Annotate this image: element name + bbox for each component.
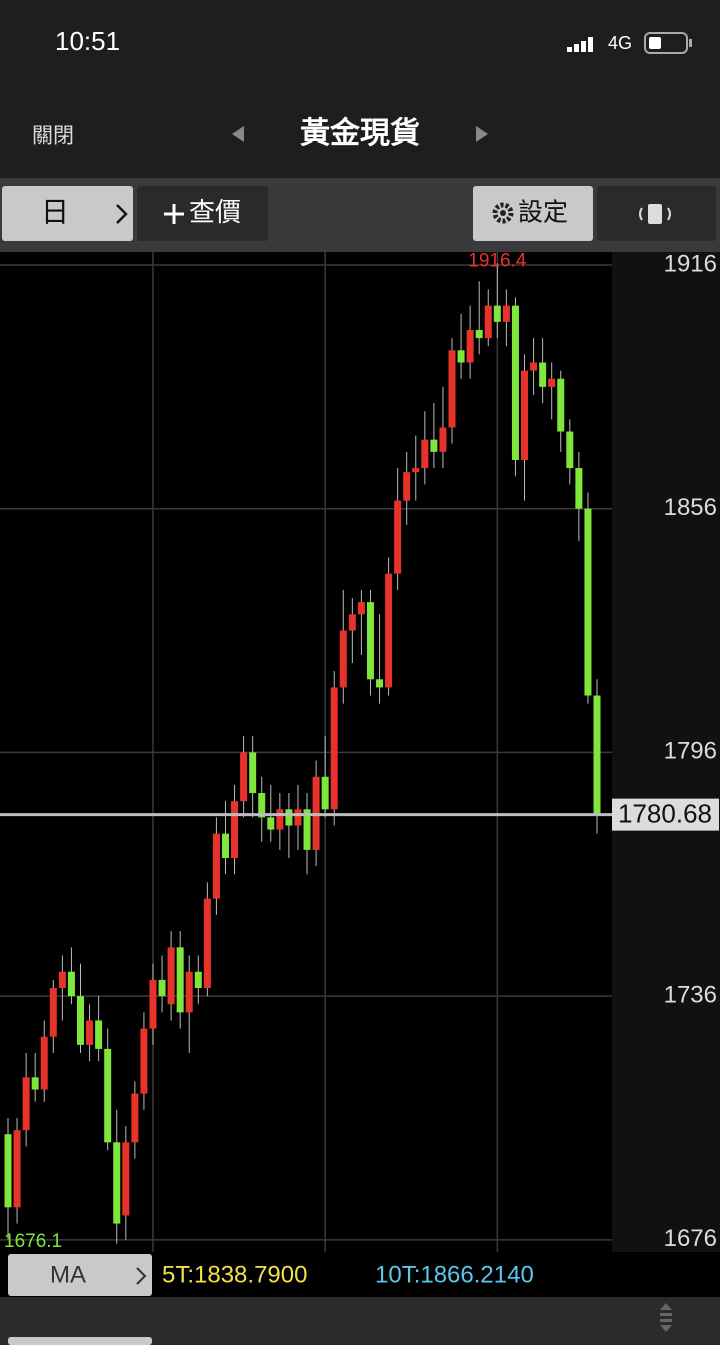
last-price-box — [612, 798, 719, 831]
candle-body — [557, 378, 565, 432]
y-axis-area — [612, 252, 720, 1252]
candle-body — [276, 809, 284, 830]
candle-body — [212, 833, 220, 899]
candle-body — [412, 468, 420, 473]
candle-body — [339, 630, 347, 688]
candle-body — [40, 1036, 48, 1090]
candle-body — [530, 362, 538, 371]
candle-body — [502, 305, 510, 322]
candle-body — [267, 817, 275, 830]
candle-body — [575, 468, 583, 509]
candle-body — [203, 898, 211, 988]
battery-icon — [644, 32, 692, 54]
candle-body — [76, 996, 84, 1045]
candle-body — [321, 776, 329, 810]
y-tick-label: 1676 — [664, 1225, 717, 1252]
min-label: 1676.1 — [4, 1231, 62, 1252]
candle-body — [457, 350, 465, 363]
candle-body — [49, 987, 57, 1037]
network-label: 4G — [608, 33, 632, 53]
ma-button-label: MA — [50, 1261, 86, 1288]
candle-body — [13, 1130, 21, 1208]
candle-body — [376, 679, 384, 688]
candle-body — [113, 1142, 121, 1224]
candle-body — [86, 1020, 94, 1045]
period-label: 日 — [41, 196, 69, 227]
prev-arrow[interactable] — [232, 126, 244, 142]
settings-button[interactable]: 設定 — [473, 186, 593, 241]
candle-body — [58, 971, 66, 988]
candle-body — [548, 378, 556, 387]
quote-label: 查價 — [189, 197, 241, 227]
candle-body — [104, 1048, 112, 1143]
candle-body — [122, 1142, 130, 1216]
header-bg — [0, 0, 720, 178]
candle-body — [566, 431, 574, 469]
page-title: 黃金現貨 — [300, 116, 420, 150]
candle-body — [4, 1134, 12, 1208]
candle-body — [140, 1028, 148, 1094]
candle-body — [303, 809, 311, 850]
candle-body — [240, 752, 248, 802]
tab-hint — [8, 1337, 152, 1345]
period-button[interactable]: 日 — [2, 186, 133, 241]
candle-body — [131, 1093, 139, 1143]
candle-body — [176, 947, 184, 1013]
candle-body — [475, 329, 483, 339]
candle-body — [249, 752, 257, 794]
candle-body — [493, 305, 501, 322]
candle-body — [521, 370, 529, 460]
candle-body — [167, 947, 175, 1005]
candle-body — [430, 439, 438, 452]
next-arrow[interactable] — [476, 126, 488, 142]
scroll-handle[interactable] — [660, 1303, 672, 1332]
close-button[interactable]: 關閉 — [32, 125, 74, 148]
chart: 167617361796185619164561916.41676.11780.… — [0, 250, 719, 1331]
candle-body — [330, 687, 338, 810]
ma-label: 5T:1838.7900 — [162, 1261, 307, 1288]
ma-button[interactable]: MA — [8, 1254, 152, 1296]
candle-body — [448, 350, 456, 428]
candle-body — [511, 305, 519, 460]
candle-body — [231, 801, 239, 859]
candle-body — [194, 971, 202, 988]
last-price-label: 1780.68 — [618, 799, 712, 829]
candle-body — [95, 1020, 103, 1049]
candle-body — [403, 472, 411, 501]
candle-body — [149, 979, 157, 1029]
candle-body — [394, 500, 402, 574]
candle-body — [258, 793, 266, 818]
candle-body — [348, 614, 356, 631]
candle-body — [366, 602, 374, 680]
y-tick-label: 1916 — [664, 250, 717, 277]
candle-body — [67, 971, 75, 997]
candle-body — [285, 809, 293, 826]
candle-body — [466, 329, 474, 363]
y-tick-label: 1796 — [664, 738, 717, 765]
y-tick-label: 1736 — [664, 981, 717, 1008]
signal-icon — [567, 37, 593, 52]
status-time: 10:51 — [55, 26, 120, 56]
candle-body — [593, 695, 601, 815]
ma-label: 10T:1866.2140 — [375, 1261, 534, 1288]
candle-body — [357, 602, 365, 615]
quote-button[interactable]: 查價 — [137, 186, 268, 241]
candle-body — [158, 979, 166, 997]
candle-body — [221, 833, 229, 859]
candle-body — [484, 305, 492, 339]
candle-body — [22, 1077, 30, 1131]
y-tick-label: 1856 — [664, 494, 717, 521]
candle-body — [385, 573, 393, 688]
max-label: 1916.4 — [468, 250, 527, 271]
candle-body — [539, 362, 547, 387]
candle-body — [584, 508, 592, 696]
candle-body — [439, 427, 447, 452]
settings-label: 設定 — [518, 199, 568, 227]
candle-body — [294, 809, 302, 826]
candle-body — [31, 1077, 39, 1090]
rotate-button[interactable] — [597, 186, 716, 241]
candle-body — [185, 971, 193, 1013]
candle-body — [421, 439, 429, 469]
